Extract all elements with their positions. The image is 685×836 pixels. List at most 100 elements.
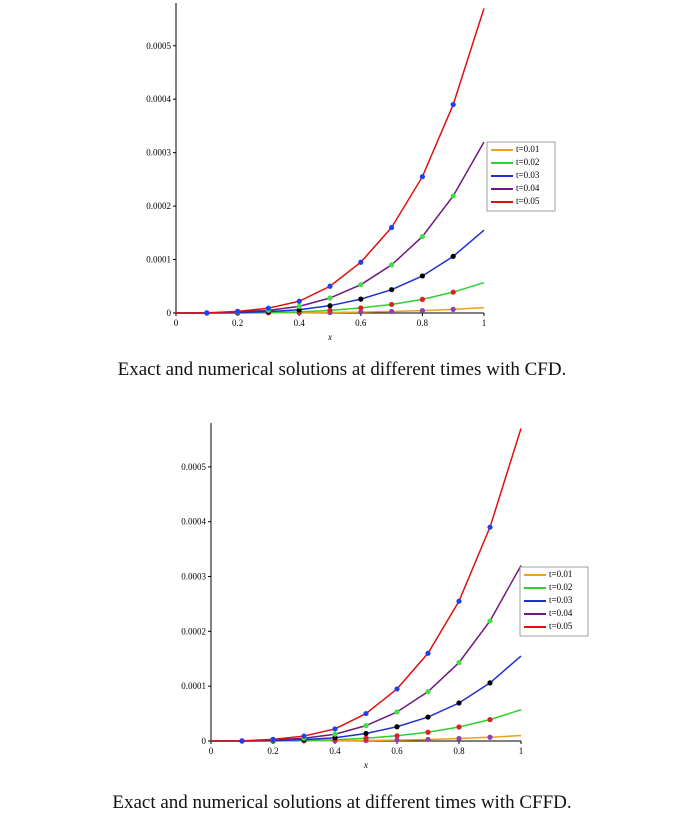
- y-tick-label: 0.0003: [146, 148, 171, 158]
- numerical-point: [389, 262, 395, 268]
- numerical-point: [450, 193, 456, 199]
- numerical-point: [394, 724, 400, 730]
- numerical-point: [487, 524, 493, 530]
- numerical-point: [265, 305, 271, 311]
- numerical-point: [235, 308, 241, 314]
- x-tick-label: 0.6: [355, 318, 367, 328]
- legend-label: t=0.04: [549, 608, 573, 618]
- numerical-point: [456, 659, 462, 666]
- numerical-point: [419, 233, 425, 240]
- x-tick-label: 1: [519, 746, 524, 756]
- y-tick-label: 0.0004: [181, 517, 206, 527]
- numerical-point: [389, 287, 395, 293]
- numerical-point: [389, 308, 395, 315]
- legend-label: t=0.01: [516, 144, 539, 154]
- numerical-point: [389, 224, 395, 231]
- numerical-point: [363, 710, 369, 717]
- numerical-point: [456, 598, 462, 604]
- numerical-point: [456, 724, 462, 730]
- numerical-point: [332, 726, 338, 732]
- numerical-point: [425, 689, 431, 695]
- x-tick-label: 0.4: [294, 318, 306, 328]
- y-tick-label: 0.0002: [146, 201, 171, 211]
- y-tick-label: 0.0001: [181, 681, 206, 691]
- legend-label: t=0.01: [549, 569, 572, 579]
- numerical-point: [358, 309, 364, 315]
- numerical-point: [358, 305, 364, 311]
- numerical-point: [296, 303, 302, 309]
- solution-line: [176, 8, 485, 314]
- numerical-point: [450, 101, 456, 108]
- y-tick-label: 0.0002: [181, 626, 206, 636]
- numerical-point: [425, 650, 431, 656]
- y-tick-label: 0.0005: [146, 41, 171, 51]
- numerical-point: [450, 306, 456, 312]
- figure-caption: Exact and numerical solutions at differe…: [112, 792, 571, 813]
- y-tick-label: 0.0001: [146, 255, 171, 265]
- x-tick-label: 0: [209, 746, 214, 756]
- numerical-point: [419, 296, 425, 302]
- numerical-point: [394, 709, 400, 715]
- numerical-point: [487, 618, 493, 624]
- x-tick-label: 0.6: [391, 746, 403, 756]
- x-axis-label: x: [363, 760, 368, 770]
- y-tick-label: 0: [202, 736, 207, 746]
- y-tick-label: 0: [167, 308, 172, 318]
- numerical-point: [487, 734, 493, 740]
- numerical-point: [419, 273, 425, 279]
- y-tick-label: 0.0004: [146, 94, 171, 104]
- numerical-point: [450, 253, 456, 259]
- numerical-point: [425, 714, 431, 720]
- numerical-point: [270, 736, 276, 742]
- numerical-point: [456, 735, 462, 742]
- x-tick-label: 0.4: [329, 746, 341, 756]
- numerical-point: [327, 283, 333, 289]
- legend-label: t=0.05: [516, 196, 540, 206]
- numerical-point: [358, 259, 364, 265]
- numerical-point: [456, 700, 462, 706]
- numerical-point: [425, 729, 431, 735]
- x-tick-label: 0.8: [417, 318, 429, 328]
- solution-line: [211, 428, 522, 742]
- numerical-point: [425, 736, 431, 743]
- numerical-point: [327, 307, 333, 313]
- numerical-point: [327, 303, 333, 309]
- x-tick-label: 0: [174, 318, 179, 328]
- numerical-point: [358, 296, 364, 302]
- legend-label: t=0.04: [516, 183, 540, 193]
- numerical-point: [394, 686, 400, 692]
- legend-label: t=0.03: [516, 170, 540, 180]
- y-tick-label: 0.0003: [181, 572, 206, 582]
- legend-label: t=0.02: [516, 157, 539, 167]
- numerical-point: [363, 730, 369, 737]
- x-axis-label: x: [327, 332, 332, 342]
- numerical-point: [296, 298, 302, 304]
- numerical-point: [204, 310, 210, 316]
- x-tick-label: 1: [482, 318, 487, 328]
- x-tick-label: 0.8: [453, 746, 465, 756]
- solution-line: [211, 655, 522, 742]
- numerical-point: [332, 731, 338, 737]
- numerical-point: [327, 295, 333, 301]
- x-tick-label: 0.2: [232, 318, 243, 328]
- numerical-point: [419, 307, 425, 314]
- legend-label: t=0.03: [549, 595, 573, 605]
- numerical-point: [450, 289, 456, 295]
- numerical-point: [358, 282, 364, 288]
- numerical-point: [487, 717, 493, 723]
- numerical-point: [363, 735, 369, 741]
- numerical-point: [394, 737, 400, 743]
- figure-caption: Exact and numerical solutions at differe…: [118, 359, 567, 380]
- numerical-point: [301, 733, 307, 739]
- numerical-point: [487, 680, 493, 686]
- x-tick-label: 0.2: [267, 746, 278, 756]
- numerical-point: [239, 738, 245, 744]
- numerical-point: [389, 301, 395, 308]
- legend-label: t=0.02: [549, 582, 572, 592]
- y-tick-label: 0.0005: [181, 462, 206, 472]
- numerical-point: [363, 723, 369, 729]
- numerical-point: [394, 733, 400, 739]
- numerical-point: [419, 174, 425, 180]
- legend-label: t=0.05: [549, 621, 573, 631]
